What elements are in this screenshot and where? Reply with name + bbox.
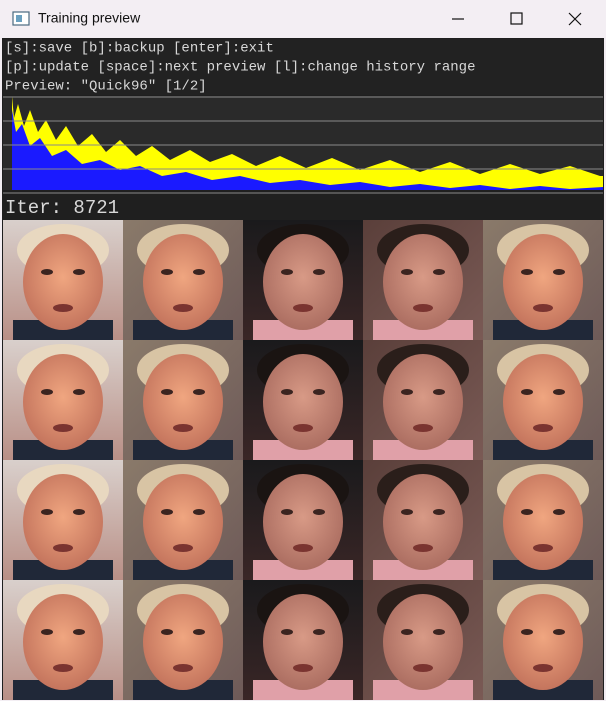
eye	[553, 629, 565, 635]
eye	[313, 629, 325, 635]
help-line: [p]:update [space]:next preview [l]:chan…	[5, 60, 475, 76]
status-bar	[3, 197, 603, 218]
eye	[73, 509, 85, 515]
face	[263, 354, 343, 450]
mouth	[53, 664, 73, 672]
help-line: [s]:save [b]:backup [enter]:exit	[5, 41, 274, 57]
face	[383, 594, 463, 690]
face	[143, 354, 223, 450]
eye	[313, 389, 325, 395]
face	[503, 474, 583, 570]
eye	[433, 389, 445, 395]
face	[383, 234, 463, 330]
face	[383, 354, 463, 450]
preview-grid	[3, 220, 603, 700]
face	[263, 594, 343, 690]
help-panel	[3, 39, 603, 95]
loss-dst	[12, 110, 603, 192]
face	[23, 234, 103, 330]
eye	[313, 509, 325, 515]
eye	[281, 629, 293, 635]
eye	[281, 509, 293, 515]
maximize-button[interactable]	[510, 12, 523, 25]
eye	[161, 269, 173, 275]
face	[503, 594, 583, 690]
mouth	[533, 304, 553, 312]
mouth	[53, 424, 73, 432]
loss-src	[12, 96, 603, 190]
eye	[281, 269, 293, 275]
face	[263, 234, 343, 330]
mouth	[413, 544, 433, 552]
mouth	[53, 544, 73, 552]
eye	[193, 509, 205, 515]
face	[503, 234, 583, 330]
mouth	[293, 424, 313, 432]
close-button[interactable]	[568, 12, 582, 26]
eye	[553, 389, 565, 395]
mouth	[293, 304, 313, 312]
eye	[553, 509, 565, 515]
mouth	[293, 544, 313, 552]
eye	[161, 509, 173, 515]
mouth	[173, 544, 193, 552]
mouth	[293, 664, 313, 672]
eye	[553, 269, 565, 275]
face	[23, 474, 103, 570]
eye	[193, 629, 205, 635]
eye	[433, 629, 445, 635]
iter-label: Iter: 8721	[5, 197, 119, 219]
eye	[433, 269, 445, 275]
eye	[401, 389, 413, 395]
eye	[161, 629, 173, 635]
eye	[281, 389, 293, 395]
eye	[521, 269, 533, 275]
loss-graph	[3, 96, 603, 196]
mouth	[173, 664, 193, 672]
mouth	[53, 304, 73, 312]
mouth	[173, 424, 193, 432]
eye	[193, 389, 205, 395]
window-title: Training preview	[38, 10, 141, 26]
mouth	[413, 304, 433, 312]
face	[383, 474, 463, 570]
mouth	[533, 664, 553, 672]
title-bar	[0, 0, 606, 38]
mouth	[173, 304, 193, 312]
eye	[41, 509, 53, 515]
eye	[521, 389, 533, 395]
face	[503, 354, 583, 450]
eye	[73, 629, 85, 635]
face	[143, 474, 223, 570]
face	[23, 594, 103, 690]
face	[143, 234, 223, 330]
eye	[161, 389, 173, 395]
eye	[193, 269, 205, 275]
eye	[401, 629, 413, 635]
preview-label: Preview: "Quick96" [1/2]	[5, 79, 207, 95]
eye	[73, 269, 85, 275]
eye	[313, 269, 325, 275]
eye	[41, 269, 53, 275]
eye	[41, 629, 53, 635]
eye	[433, 509, 445, 515]
eye	[521, 509, 533, 515]
face	[143, 594, 223, 690]
face	[23, 354, 103, 450]
app-icon-inner	[16, 15, 22, 22]
eye	[401, 269, 413, 275]
eye	[41, 389, 53, 395]
mouth	[413, 424, 433, 432]
eye	[401, 509, 413, 515]
mouth	[533, 424, 553, 432]
face	[263, 474, 343, 570]
eye	[521, 629, 533, 635]
eye	[73, 389, 85, 395]
mouth	[413, 664, 433, 672]
mouth	[533, 544, 553, 552]
